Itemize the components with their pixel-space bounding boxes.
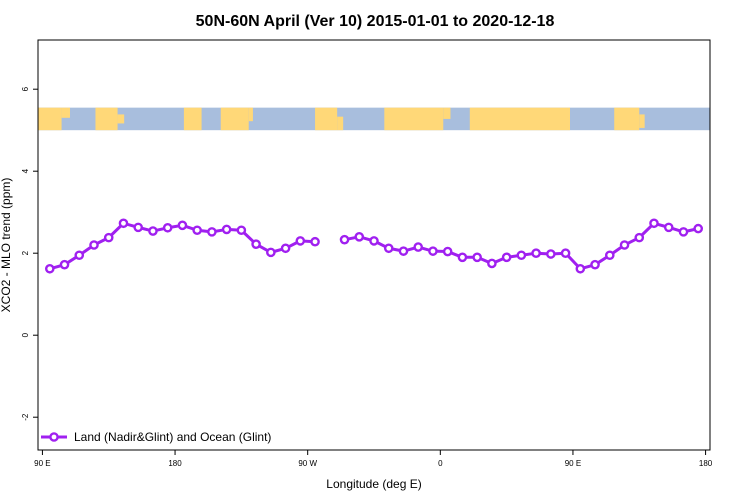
map-land-band — [614, 107, 640, 131]
map-land-band — [220, 107, 249, 131]
data-point — [177, 220, 188, 231]
x-axis-label: Longitude (deg E) — [326, 477, 421, 491]
legend-label: Land (Nadir&Glint) and Ocean (Glint) — [74, 430, 271, 444]
map-land-detail — [443, 107, 451, 119]
data-point — [383, 243, 394, 254]
data-point — [560, 248, 571, 258]
data-point — [457, 252, 468, 263]
map-land-band — [384, 107, 444, 131]
x-tick-label: 90 E — [565, 459, 581, 468]
data-point — [118, 218, 129, 229]
data-point — [221, 224, 232, 235]
map-land-detail — [337, 116, 344, 131]
x-tick-label: 90 E — [34, 459, 50, 468]
data-point — [89, 240, 99, 250]
plot-frame — [37, 39, 711, 451]
data-point — [59, 259, 70, 270]
data-point — [619, 240, 630, 250]
x-axis: 90 E 180 90 W 0 90 E 180 — [34, 450, 713, 468]
x-tick-label: 180 — [699, 459, 713, 468]
data-point — [310, 236, 320, 247]
data-point — [74, 250, 85, 261]
data-point — [604, 250, 615, 261]
series-line — [344, 221, 699, 271]
data-point — [236, 225, 247, 236]
series-group — [44, 218, 704, 274]
data-point — [501, 252, 512, 263]
y-axis-label: XCO2 - MLO trend (ppm) — [0, 178, 13, 313]
data-point — [678, 227, 689, 237]
map-land-detail — [248, 107, 253, 122]
y-tick-label: 4 — [21, 168, 30, 173]
data-point — [398, 246, 409, 256]
data-point — [339, 234, 350, 245]
data-point — [192, 225, 202, 236]
y-axis: -2 0 2 4 6 — [21, 86, 38, 421]
data-point — [428, 246, 438, 256]
data-point — [693, 223, 704, 234]
map-land-band — [95, 107, 118, 131]
data-point — [103, 232, 114, 243]
data-point — [531, 248, 541, 258]
y-tick-label: 2 — [21, 250, 30, 255]
data-point — [44, 263, 55, 274]
data-point — [663, 222, 674, 233]
map-land-band — [183, 107, 202, 131]
data-point — [148, 226, 158, 236]
data-point — [207, 227, 217, 237]
map-land-detail — [639, 114, 645, 128]
legend: Land (Nadir&Glint) and Ocean (Glint) — [41, 430, 271, 444]
map-land-detail — [117, 114, 125, 124]
data-point — [162, 222, 173, 233]
data-point — [133, 222, 144, 233]
map-ocean — [38, 107, 710, 131]
chart-title: 50N-60N April (Ver 10) 2015-01-01 to 202… — [196, 13, 555, 30]
data-point — [413, 242, 424, 252]
data-point — [251, 239, 261, 249]
map-land-band — [469, 107, 570, 131]
y-tick-label: 6 — [21, 86, 30, 91]
data-point — [280, 243, 291, 254]
data-point — [590, 259, 600, 270]
legend-marker — [49, 432, 59, 442]
data-point — [295, 236, 306, 246]
data-point — [442, 246, 453, 257]
data-point — [649, 218, 659, 229]
map-land-band — [315, 107, 338, 131]
x-tick-label: 180 — [168, 459, 182, 468]
data-point — [546, 249, 556, 259]
x-tick-label: 90 W — [298, 459, 317, 468]
data-point — [634, 232, 645, 243]
map-strip — [38, 107, 710, 131]
data-point — [354, 231, 365, 242]
y-tick-label: 0 — [21, 332, 30, 337]
data-point — [516, 250, 527, 261]
data-point — [487, 258, 497, 269]
map-land-band — [38, 107, 62, 131]
data-point — [266, 247, 276, 258]
x-tick-label: 0 — [438, 459, 443, 468]
data-point — [369, 236, 379, 246]
map-land-detail — [61, 107, 70, 118]
data-point — [575, 263, 586, 274]
y-tick-label: -2 — [21, 413, 30, 421]
data-point — [472, 252, 482, 263]
